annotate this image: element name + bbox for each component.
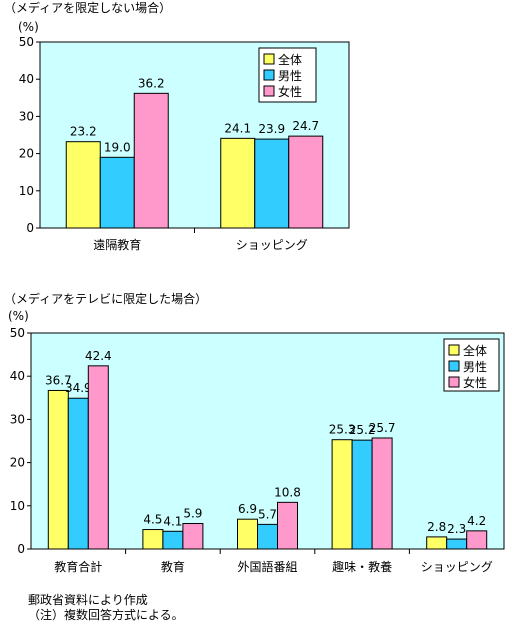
chart1-legend-swatch [263,85,275,97]
chart2-ytick-label: 0 [17,542,25,556]
chart1-data-label: 19.0 [104,140,131,154]
chart1-data-label: 36.2 [138,76,165,90]
chart1-legend-swatch [263,53,275,65]
chart2-category-label: ショッピング [421,560,493,574]
chart1-bar [220,137,256,229]
chart2-bar [142,529,164,550]
chart2-bar [426,536,448,550]
chart1-bar [99,156,135,229]
chart2-data-label: 25.7 [369,421,396,435]
chart2-legend-swatch [448,344,460,356]
chart2-data-label: 42.4 [85,349,112,363]
chart2-bar [87,365,109,550]
chart2-ylabel: (%) [8,309,29,323]
chart2-bar [446,538,468,550]
chart2-data-label: 2.8 [427,520,446,534]
footnote: （注）複数回答方式による。 [28,608,184,622]
chart1-category-label: ショッピング [236,238,308,252]
chart2-data-label: 34.9 [65,381,92,395]
chart2-legend-swatch [448,376,460,388]
chart2-ytick-label: 30 [10,412,25,426]
chart2-bar [67,397,89,550]
chart1-legend-label: 男性 [278,69,302,83]
chart1-legend-swatch [263,69,275,81]
chart1-bar [133,92,169,229]
chart2-data-label: 5.9 [183,507,202,521]
chart1-ytick-label: 30 [19,109,34,123]
chart2-category-label: 教育合計 [54,559,102,574]
chart2-legend-label: 女性 [463,375,487,390]
chart2-ytick-label: 10 [10,499,25,513]
chart2-bar [162,530,184,550]
chart2-data-label: 36.7 [45,373,72,387]
chart2-legend-label: 男性 [463,360,487,374]
chart2-data-label: 25.3 [329,423,356,437]
chart2-data-label: 4.1 [163,514,182,528]
chart2-ytick-label: 50 [10,326,25,340]
chart2-bar [351,439,373,550]
chart2-data-label: 2.3 [447,522,466,536]
chart2-bar [371,437,393,550]
chart2-bar [277,501,298,550]
chart2-data-label: 4.5 [143,513,162,527]
chart1-subtitle: （メディアを限定しない場合） [4,0,171,15]
chart2-bar [466,530,488,550]
chart2-plot-area [30,332,505,550]
chart1-legend-label: 女性 [278,84,302,99]
chart1-data-label: 23.2 [70,125,97,139]
chart1-ytick-label: 10 [19,184,34,198]
chart2-bar [237,518,258,550]
chart2-legend-label: 全体 [463,343,487,358]
chart1-bar [254,138,290,229]
chart2-bar [182,523,204,550]
chart1-bar [288,135,324,229]
chart2-data-label: 4.2 [467,514,486,528]
chart1-ytick-label: 20 [19,147,34,161]
chart2-data-label: 10.8 [274,485,301,499]
chart1-ytick-label: 50 [19,35,34,49]
chart2-data-label: 5.7 [258,507,277,521]
chart1-data-label: 24.7 [292,119,319,133]
chart1-data-label: 23.9 [258,122,285,136]
chart1-data-label: 24.1 [224,121,251,135]
chart2-subtitle: （メディアをテレビに限定した場合） [4,291,207,306]
chart1-bar [65,141,101,229]
chart2-legend-swatch [448,360,460,372]
chart2-category-label: 外国語番組 [237,559,297,574]
chart1-ylabel: (%) [18,20,39,34]
source-note: 郵政省資料により作成 [28,593,148,607]
chart2-category-label: 教育 [161,559,185,574]
chart2-category-label: 趣味・教養 [332,559,392,574]
chart2-data-label: 25.2 [349,423,376,437]
chart1-legend-label: 全体 [278,52,302,67]
chart2-data-label: 6.9 [238,502,257,516]
chart1-category-label: 遠隔教育 [93,237,141,252]
chart2-bar [257,523,278,550]
chart2-bar [47,389,69,550]
chart2-ytick-label: 20 [10,456,25,470]
chart2-bar [331,439,353,550]
chart2-ytick-label: 40 [10,369,25,383]
chart1-ytick-label: 0 [26,221,34,235]
chart1-ytick-label: 40 [19,72,34,86]
